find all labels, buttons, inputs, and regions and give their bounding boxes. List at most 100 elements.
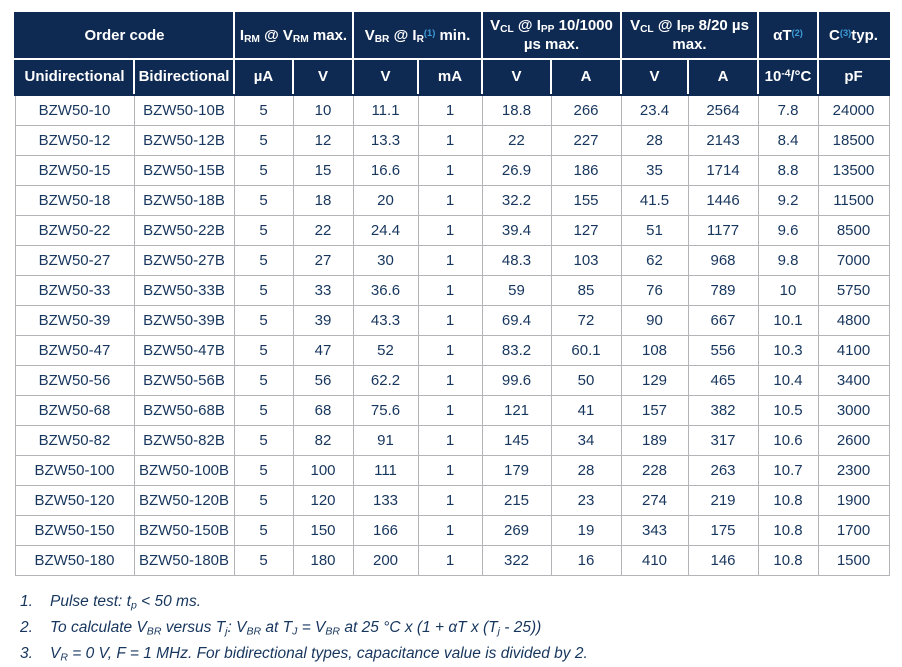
cell: 382 [687, 394, 759, 426]
cell: 1 [417, 244, 483, 276]
cell: 11.1 [352, 94, 419, 126]
cell: BZW50-15B [133, 154, 235, 186]
cell: 266 [550, 94, 622, 126]
cell: 43.3 [352, 304, 419, 336]
cell: 69.4 [481, 304, 552, 336]
cell: BZW50-82 [14, 424, 135, 456]
cell: 1 [417, 484, 483, 516]
footnotes: 1. Pulse test: tp < 50 ms. 2. To calcula… [20, 589, 888, 667]
unit-a-10-1000: A [550, 58, 622, 96]
cell: 103 [550, 244, 622, 276]
cell: 90 [620, 304, 689, 336]
table-row: BZW50-15 BZW50-15B 5 15 16.6 1 26.9 186 35 1714 8.… [14, 154, 890, 186]
unit-v-br: V [352, 58, 419, 96]
cell: BZW50-47 [14, 334, 135, 366]
cell: 34 [550, 424, 622, 456]
cell: 1446 [687, 184, 759, 216]
cell: 5 [233, 544, 294, 576]
cell: 133 [352, 484, 419, 516]
cell: 1 [417, 274, 483, 306]
header-vbr-at-ir-min: VBR @ IR(1) min. [352, 12, 483, 60]
cell: 10 [292, 94, 354, 126]
cell: 10.8 [757, 484, 819, 516]
cell: 15 [292, 154, 354, 186]
unit-ma: mA [417, 58, 483, 96]
table-row: BZW50-33 BZW50-33B 5 33 36.6 1 59 85 76 789 10 5750 [14, 274, 890, 306]
cell: 62 [620, 244, 689, 276]
cell: 465 [687, 364, 759, 396]
cell: BZW50-180B [133, 544, 235, 576]
table-row: BZW50-120 BZW50-120B 5 120 133 1 215 23 274 219 10… [14, 484, 890, 516]
cell: 108 [620, 334, 689, 366]
table-row: BZW50-47 BZW50-47B 5 47 52 1 83.2 60.1 108 556 10.… [14, 334, 890, 366]
cell: BZW50-12B [133, 124, 235, 156]
cell: BZW50-180 [14, 544, 135, 576]
cell: BZW50-47B [133, 334, 235, 366]
cell: 317 [687, 424, 759, 456]
cell: 5 [233, 364, 294, 396]
cell: 10.4 [757, 364, 819, 396]
cell: 5 [233, 274, 294, 306]
table-row: BZW50-18 BZW50-18B 5 18 20 1 32.2 155 41.5 1446 9.… [14, 184, 890, 216]
cell: 1177 [687, 214, 759, 246]
cell: 35 [620, 154, 689, 186]
footnote-text: Pulse test: tp < 50 ms. [50, 592, 202, 611]
cell: 186 [550, 154, 622, 186]
cell: BZW50-100B [133, 454, 235, 486]
cell: 968 [687, 244, 759, 276]
header-vcl-at-ipp-10-1000: VCL @ IPP 10/1000 µs max. [481, 12, 622, 60]
cell: 9.8 [757, 244, 819, 276]
cell: BZW50-39 [14, 304, 135, 336]
cell: 23 [550, 484, 622, 516]
cell: BZW50-82B [133, 424, 235, 456]
cell: 100 [292, 454, 354, 486]
cell: 157 [620, 394, 689, 426]
header-c-typ: C(3)typ. [817, 12, 890, 60]
cell: BZW50-56B [133, 364, 235, 396]
header-order-code: Order code [14, 12, 235, 60]
cell: BZW50-10B [133, 94, 235, 126]
cell: 85 [550, 274, 622, 306]
cell: 56 [292, 364, 354, 396]
cell: 1900 [817, 484, 890, 516]
cell: 16.6 [352, 154, 419, 186]
cell: BZW50-33 [14, 274, 135, 306]
cell: BZW50-120 [14, 484, 135, 516]
cell: BZW50-22B [133, 214, 235, 246]
cell: 129 [620, 364, 689, 396]
cell: 83.2 [481, 334, 552, 366]
cell: 10.1 [757, 304, 819, 336]
cell: 2143 [687, 124, 759, 156]
cell: 27 [292, 244, 354, 276]
cell: 62.2 [352, 364, 419, 396]
cell: 1 [417, 514, 483, 546]
cell: 24.4 [352, 214, 419, 246]
cell: 4100 [817, 334, 890, 366]
cell: 10 [757, 274, 819, 306]
cell: BZW50-150 [14, 514, 135, 546]
cell: BZW50-100 [14, 454, 135, 486]
cell: BZW50-150B [133, 514, 235, 546]
cell: 556 [687, 334, 759, 366]
cell: 3000 [817, 394, 890, 426]
cell: 5 [233, 94, 294, 126]
cell: BZW50-68 [14, 394, 135, 426]
header-alpha-t: αT(2) [757, 12, 819, 60]
cell: 111 [352, 454, 419, 486]
cell: 5 [233, 424, 294, 456]
cell: 2600 [817, 424, 890, 456]
table-row: BZW50-100 BZW50-100B 5 100 111 1 179 28 228 263 10… [14, 454, 890, 486]
unit-pf: pF [817, 58, 890, 96]
cell: 13.3 [352, 124, 419, 156]
cell: 13500 [817, 154, 890, 186]
cell: 19 [550, 514, 622, 546]
cell: 10.7 [757, 454, 819, 486]
cell: 227 [550, 124, 622, 156]
cell: 667 [687, 304, 759, 336]
cell: 91 [352, 424, 419, 456]
cell: 166 [352, 514, 419, 546]
cell: 179 [481, 454, 552, 486]
cell: 5 [233, 334, 294, 366]
cell: 72 [550, 304, 622, 336]
cell: 269 [481, 514, 552, 546]
